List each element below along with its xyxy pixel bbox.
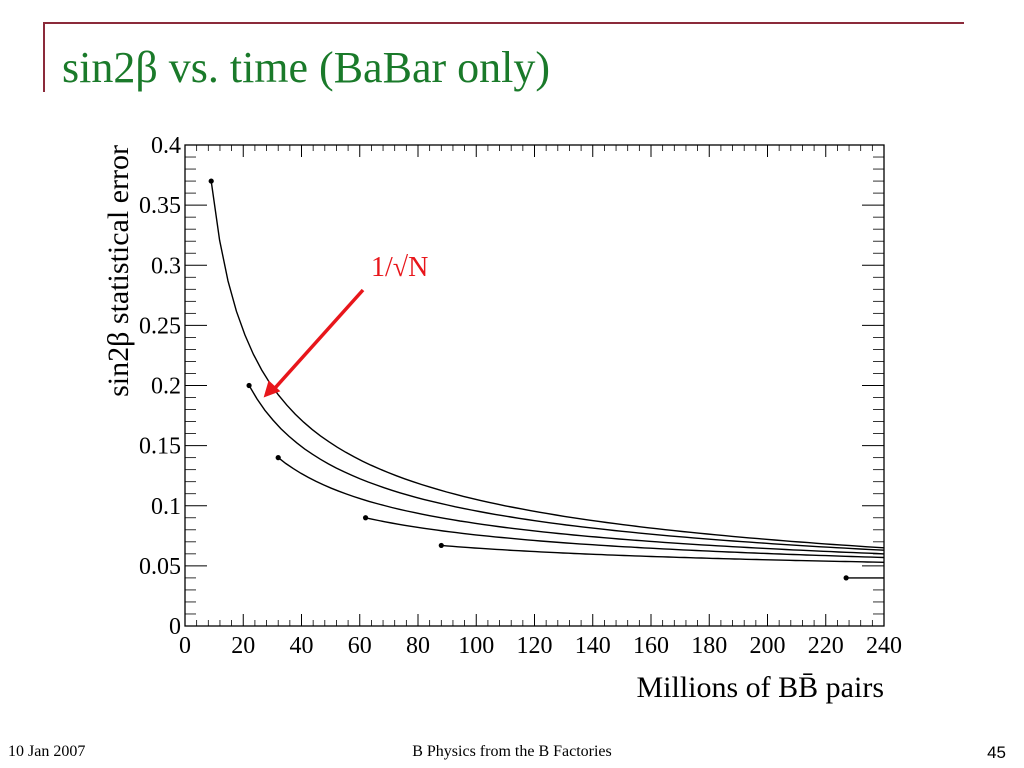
series-start-point-5 [438, 542, 444, 549]
y-tick-label: 0 [169, 614, 181, 640]
y-tick-label: 0.1 [151, 494, 181, 520]
title-left-rule [43, 22, 45, 92]
series-curve-4 [365, 517, 885, 559]
series-curve-3 [277, 457, 885, 555]
series-curve-1 [210, 181, 885, 549]
y-tick-label: 0.35 [139, 193, 181, 219]
annotation-label: 1/√N [371, 252, 428, 283]
series-curve-5 [441, 544, 885, 563]
annotation-arrow-shaft [272, 288, 365, 391]
series-start-point-2 [246, 382, 252, 389]
page-number: 45 [987, 743, 1006, 762]
x-tick-label: 0 [179, 633, 191, 659]
x-tick-label: 20 [231, 633, 255, 659]
x-tick-label: 180 [691, 633, 727, 659]
series-start-point-6 [843, 575, 849, 581]
y-tick-label: 0.25 [139, 313, 181, 339]
y-tick-label: 0.15 [139, 434, 181, 460]
series-start-point-4 [362, 515, 369, 521]
x-tick-label: 100 [458, 633, 494, 659]
series-start-point-1 [208, 178, 214, 184]
x-tick-label: 80 [406, 633, 430, 659]
series-start-point-3 [275, 455, 281, 461]
footer-title: B Physics from the B Factories [412, 743, 612, 760]
slide-title: sin2β vs. time (BaBar only) [62, 43, 550, 92]
footer-date: 10 Jan 2007 [8, 743, 86, 760]
annotation-arrow-head [263, 380, 281, 398]
series-curve-2 [248, 385, 885, 551]
x-tick-label: 240 [866, 633, 902, 659]
x-tick-label: 160 [633, 633, 669, 659]
title-top-rule [43, 22, 964, 24]
x-tick-label: 220 [808, 633, 844, 659]
x-tick-label: 40 [290, 633, 314, 659]
x-axis-label: Millions of BB̄ pairs [636, 671, 884, 704]
x-tick-label: 200 [750, 633, 786, 659]
x-tick-label: 60 [348, 633, 372, 659]
y-tick-label: 0.05 [139, 554, 181, 580]
y-tick-label: 0.2 [151, 374, 181, 400]
y-tick-label: 0.3 [151, 253, 181, 279]
x-tick-label: 120 [517, 633, 553, 659]
x-tick-label: 140 [575, 633, 611, 659]
y-tick-label: 0.4 [151, 133, 181, 159]
y-axis-label: sin2β statistical error [102, 145, 135, 397]
